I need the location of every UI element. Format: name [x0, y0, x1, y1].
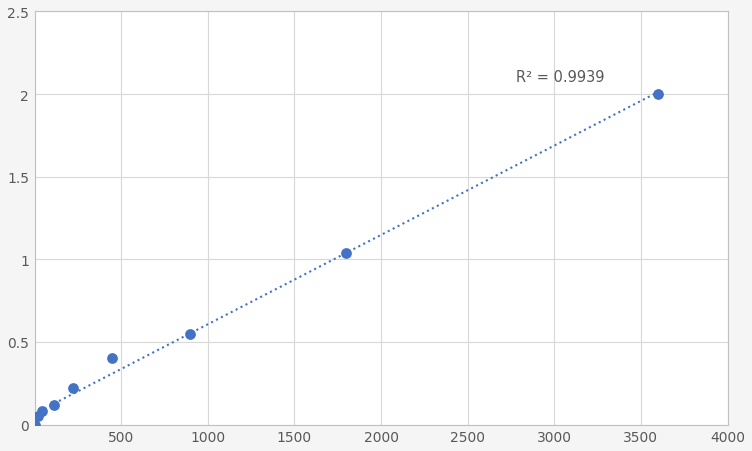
Point — [652, 91, 664, 98]
Point — [341, 249, 353, 257]
Text: R² = 0.9939: R² = 0.9939 — [516, 70, 605, 85]
Point — [29, 421, 41, 428]
Point — [48, 401, 60, 409]
Point — [68, 385, 80, 392]
Point — [107, 355, 119, 362]
Point — [36, 408, 48, 415]
Point — [184, 330, 196, 337]
Point — [32, 413, 44, 420]
